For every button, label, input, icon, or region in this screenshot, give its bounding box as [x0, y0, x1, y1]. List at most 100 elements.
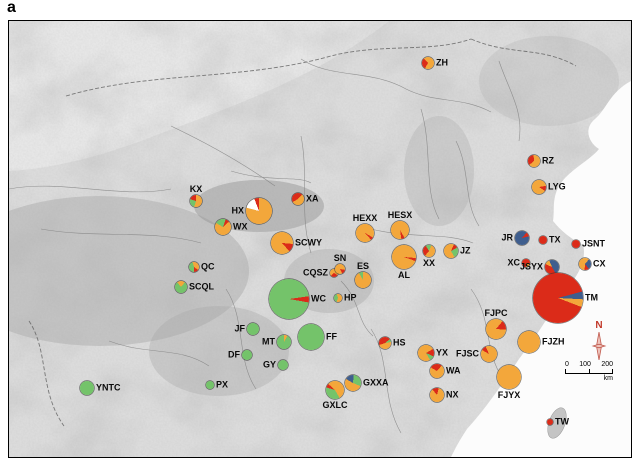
pie-DF	[242, 350, 252, 360]
sites-layer: ZH RZ LYG KX HX XA WX SCWY QC SCQL CQSZ SN ES AL HP WC J…	[9, 21, 631, 457]
site-label-HP: HP	[344, 292, 357, 303]
site-label-SCWY: SCWY	[295, 237, 322, 248]
pie-GXLC	[326, 381, 344, 399]
pie-PX	[206, 381, 214, 389]
site-label-HESX: HESX	[387, 210, 413, 220]
site-label-YNTC: YNTC	[96, 382, 121, 393]
pie-JR	[515, 231, 529, 245]
pie-XX	[423, 245, 435, 257]
terrain-map	[9, 21, 631, 457]
pie-HP	[334, 294, 342, 302]
pie-JF	[247, 323, 259, 335]
pie-ES	[355, 272, 371, 288]
site-label-TM: TM	[585, 292, 598, 303]
pie-XC	[522, 259, 530, 267]
site-label-SCQL: SCQL	[189, 281, 215, 292]
site-label-WA: WA	[446, 365, 461, 376]
scale-tick-100: 100	[579, 361, 591, 368]
pie-FJPC	[486, 319, 506, 339]
pie-WA	[430, 364, 444, 378]
pie-HS	[379, 337, 391, 349]
north-label: N	[595, 320, 603, 331]
site-label-SN: SN	[333, 253, 347, 263]
pie-XA	[292, 193, 304, 205]
pie-SCQL	[175, 281, 187, 293]
site-label-FJZH: FJZH	[542, 336, 565, 347]
site-label-GXXA: GXXA	[363, 377, 389, 388]
site-label-CQSZ: CQSZ	[302, 267, 328, 278]
site-label-TX: TX	[549, 234, 561, 245]
pie-HESX	[391, 221, 409, 239]
scale-line	[565, 369, 613, 374]
site-label-TW: TW	[555, 416, 569, 427]
pie-NX	[430, 388, 444, 402]
site-label-MT: MT	[262, 336, 275, 347]
scale-tick-200: 200	[601, 361, 613, 368]
site-label-WX: WX	[233, 221, 248, 232]
scale-tick-0: 0	[565, 361, 569, 368]
pie-JSNT	[572, 240, 580, 248]
pie-MT	[277, 335, 291, 349]
panel-label: a	[7, 0, 16, 16]
pie-LYG	[532, 180, 546, 194]
site-label-JZ: JZ	[460, 245, 471, 256]
site-label-JSNT: JSNT	[582, 238, 606, 249]
scale-bar: 0 100 200 km	[565, 361, 629, 382]
site-label-JR: JR	[501, 232, 513, 243]
site-label-XA: XA	[306, 193, 319, 204]
site-label-HX: HX	[231, 205, 244, 216]
site-label-YX: YX	[436, 347, 449, 358]
pie-CQSZ	[330, 269, 338, 277]
site-label-FJYX: FJYX	[497, 390, 521, 400]
site-label-CX: CX	[593, 258, 606, 269]
site-label-AL: AL	[398, 270, 410, 280]
pie-ZH	[422, 57, 434, 69]
pie-TM	[533, 273, 583, 323]
pie-CX	[579, 258, 591, 270]
pie-JSYX	[545, 260, 559, 274]
pie-RZ	[528, 155, 540, 167]
pie-HEXX	[356, 224, 374, 242]
site-label-FJPC: FJPC	[484, 308, 508, 318]
pie-GY	[278, 360, 288, 370]
site-label-DF: DF	[228, 349, 240, 360]
site-label-JSYX: JSYX	[519, 261, 543, 272]
site-label-KX: KX	[189, 184, 203, 194]
site-label-QC: QC	[201, 261, 215, 272]
site-label-FF: FF	[326, 331, 337, 342]
pie-TW	[547, 419, 553, 425]
scale-numbers: 0 100 200	[565, 361, 613, 368]
site-label-XX: XX	[422, 258, 436, 268]
pie-SN	[335, 264, 345, 274]
site-label-HS: HS	[393, 337, 406, 348]
pie-FJYX	[497, 365, 521, 389]
pie-WX	[215, 219, 231, 235]
pie-GXXA	[345, 375, 361, 391]
pie-KX	[190, 195, 202, 207]
site-label-JF: JF	[234, 323, 245, 334]
site-label-GXLC: GXLC	[322, 400, 348, 410]
site-label-ES: ES	[356, 261, 370, 271]
pie-HX	[246, 198, 272, 224]
pie-FJZH	[518, 331, 540, 353]
pie-QC	[189, 262, 199, 272]
site-label-RZ: RZ	[542, 155, 554, 166]
compass-rose: N	[587, 321, 611, 360]
site-label-LYG: LYG	[548, 181, 566, 192]
map-canvas: ZH RZ LYG KX HX XA WX SCWY QC SCQL CQSZ SN ES AL HP WC J…	[8, 20, 632, 458]
site-label-HEXX: HEXX	[352, 213, 378, 223]
pie-SCWY	[271, 232, 293, 254]
pie-AL	[392, 245, 416, 269]
pie-FF	[298, 324, 324, 350]
scale-unit: km	[603, 375, 613, 382]
site-label-WC: WC	[311, 293, 326, 304]
pie-WC	[269, 279, 309, 319]
pie-YNTC	[80, 381, 94, 395]
compass-needle-icon	[591, 332, 607, 360]
pie-JZ	[444, 244, 458, 258]
site-label-ZH: ZH	[436, 57, 448, 68]
site-label-FJSC: FJSC	[455, 348, 479, 359]
pie-YX	[418, 345, 434, 361]
pie-FJSC	[481, 346, 497, 362]
site-label-PX: PX	[216, 379, 229, 390]
